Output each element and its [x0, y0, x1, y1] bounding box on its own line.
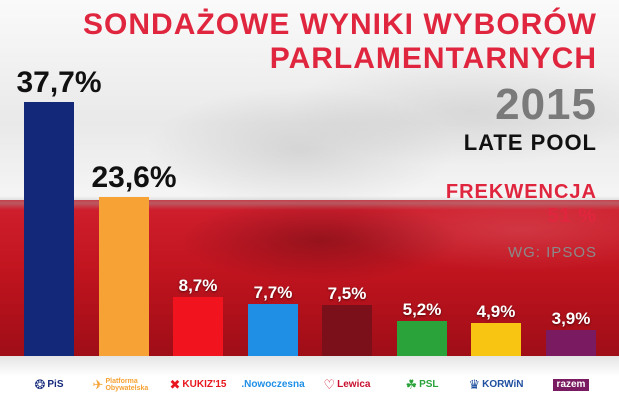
election-year: 2015: [495, 80, 597, 129]
poll-subtitle: LATE POOL: [463, 130, 597, 155]
title-line-2: PARLAMENTARNYCH: [269, 42, 597, 75]
eagle-icon: ❂: [34, 377, 46, 392]
po-bird-icon: ✈: [92, 377, 104, 392]
bar-value-label-nowoczesna: 7,7%: [253, 283, 293, 302]
logo-nowoczesna: .Nowoczesna: [236, 368, 310, 402]
logo-text: KORWiN: [482, 379, 524, 390]
bar-kukiz-15: [173, 297, 223, 356]
bar-lewica: [322, 305, 372, 356]
bar-pis: [24, 102, 74, 356]
bar-value-label-platforma-obywatelska: 23,6%: [91, 161, 177, 194]
bar-value-label-kukiz-15: 8,7%: [178, 276, 218, 295]
bar-razem: [546, 330, 596, 356]
logo-text: Platforma Obywatelska: [105, 378, 149, 392]
kukiz-x-icon: ✖: [169, 377, 181, 392]
turnout-label: FREKWENCJA: [445, 181, 597, 203]
clover-icon: ☘: [405, 377, 418, 392]
logo-text: .Nowoczesna: [241, 379, 305, 390]
bar-psl: [397, 321, 447, 356]
logo-text: KUKIZ'15: [182, 379, 227, 390]
logo-psl: ☘ PSL: [385, 368, 459, 402]
logo-pis: ❂ PiS: [12, 368, 86, 402]
flag-white-band: [0, 0, 619, 205]
logo-lewica: ♡ Lewica: [310, 368, 384, 402]
crown-icon: ♛: [468, 377, 481, 392]
logo-text: PiS: [47, 379, 64, 390]
logo-platforma-obywatelska: ✈ Platforma Obywatelska: [87, 368, 161, 402]
turnout-value: 51 %: [547, 205, 597, 227]
logo-text: PSL: [419, 379, 439, 390]
bar-value-label-korwin: 4,9%: [476, 302, 516, 321]
bar-value-label-razem: 3,9%: [551, 309, 591, 328]
bar-value-label-lewica: 7,5%: [327, 284, 367, 303]
bar-value-label-pis: 37,7%: [16, 66, 102, 99]
logo-strip: [0, 356, 619, 413]
bar-korwin: [471, 323, 521, 356]
logo-kukiz-15: ✖ KUKIZ'15: [161, 368, 235, 402]
logo-text: razem: [552, 379, 590, 391]
logo-razem: razem: [534, 368, 608, 402]
logo-text: Lewica: [337, 379, 371, 390]
flag-fold-shadow: [0, 196, 619, 210]
bar-value-label-psl: 5,2%: [402, 300, 442, 319]
heart-icon: ♡: [323, 377, 336, 392]
bar-platforma-obywatelska: [99, 197, 149, 356]
source-credit: WG: IPSOS: [507, 244, 597, 261]
logo-korwin: ♛ KORWiN: [459, 368, 533, 402]
title-line-1: SONDAŻOWE WYNIKI WYBORÓW: [83, 8, 597, 41]
bar-nowoczesna: [248, 304, 298, 356]
